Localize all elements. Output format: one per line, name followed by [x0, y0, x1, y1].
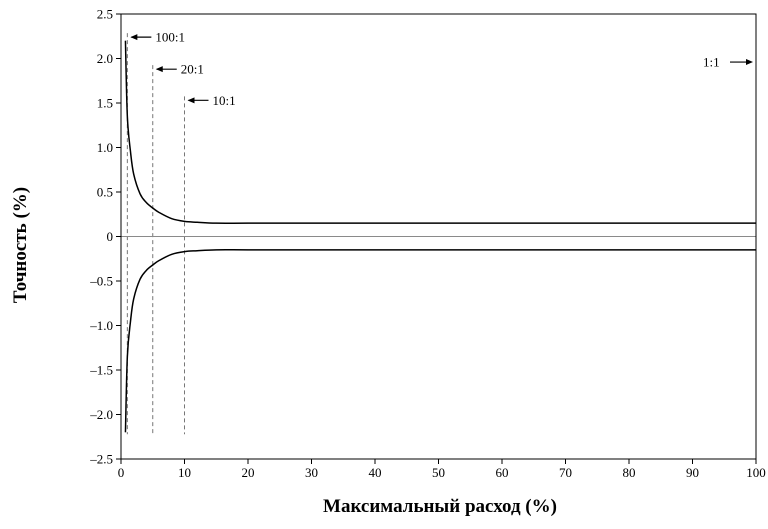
ratio-label: 10:1	[213, 93, 236, 108]
ratio-marker-lines	[126, 33, 185, 435]
ratio-arrowhead	[746, 59, 753, 66]
x-tick-label: 80	[623, 465, 636, 480]
y-tick-label: 0	[107, 229, 114, 244]
x-tick-label: 40	[369, 465, 382, 480]
accuracy-curves	[124, 40, 756, 433]
y-axis-title: Точность (%)	[10, 187, 31, 303]
ratio-arrowhead	[130, 34, 138, 41]
x-tick-label: 0	[118, 465, 125, 480]
y-tick-label: 2.0	[97, 51, 113, 66]
x-tick-label: 90	[686, 465, 699, 480]
ratio-arrowhead	[155, 66, 163, 73]
x-tick-label: 20	[242, 465, 255, 480]
ratio-annotations: 100:1 20:1 10:1 1:1	[130, 30, 753, 108]
y-tick-label: –1.5	[89, 363, 113, 378]
y-tick-label: 0.5	[97, 185, 113, 200]
x-axis: 0 10 20 30 40 50 60 70 80 90 100	[118, 459, 766, 480]
ratio-arrowhead	[187, 97, 195, 104]
x-tick-label: 30	[305, 465, 318, 480]
y-tick-label: 2.5	[97, 7, 113, 22]
x-tick-label: 70	[559, 465, 572, 480]
x-tick-label: 60	[496, 465, 509, 480]
y-tick-label: 1.5	[97, 96, 113, 111]
x-tick-label: 100	[746, 465, 766, 480]
x-tick-label: 50	[432, 465, 445, 480]
y-tick-label: –1.0	[89, 318, 113, 333]
ratio-label: 100:1	[155, 30, 185, 45]
y-tick-label: –2.5	[89, 452, 113, 467]
y-tick-label: –2.0	[89, 407, 113, 422]
x-axis-title: Максимальный расход (%)	[323, 496, 557, 517]
lower-accuracy-curve	[124, 249, 756, 433]
x-tick-label: 10	[178, 465, 191, 480]
ratio-label: 20:1	[181, 62, 204, 77]
y-axis: 2.5 2.0 1.5 1.0 0.5 0 –0.5 –1.0 –1.5 –2.0 –2.5	[89, 7, 121, 467]
y-tick-label: 1.0	[97, 140, 113, 155]
ratio-label: 1:1	[703, 55, 720, 70]
y-tick-label: –0.5	[89, 274, 113, 289]
upper-accuracy-curve	[124, 40, 756, 224]
